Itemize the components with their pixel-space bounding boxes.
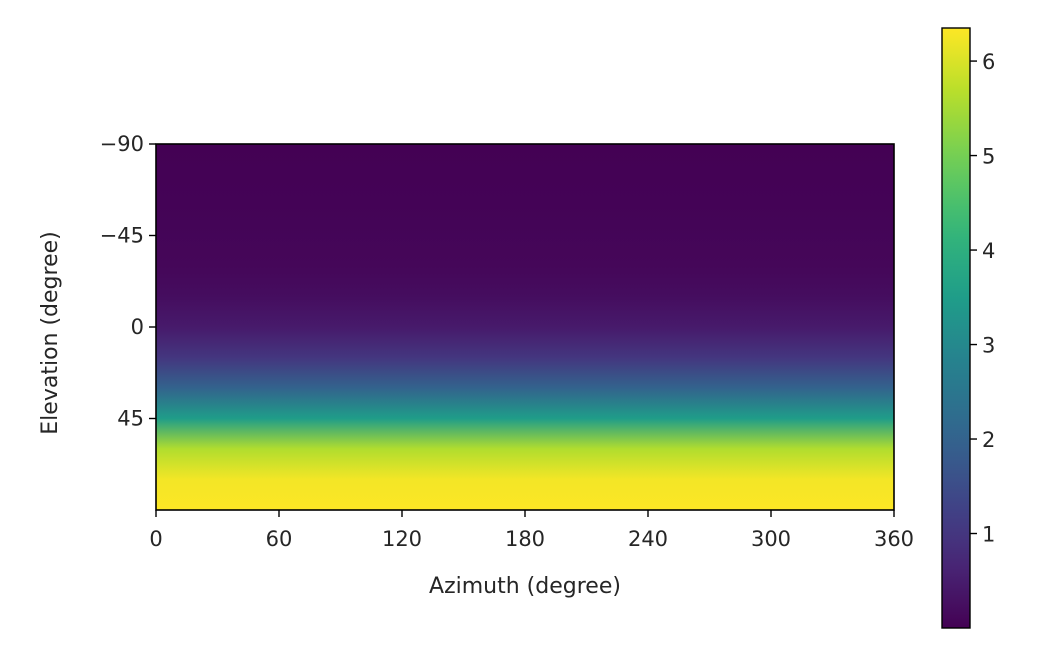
x-axis: 0 60 120 180 240 300 360	[149, 510, 914, 551]
heatmap-image	[156, 144, 894, 510]
colorbar: 1 2 3 4 5 6	[941, 27, 995, 629]
y-tick-label: 45	[117, 407, 144, 431]
y-tick-label: 0	[131, 315, 144, 339]
colorbar-tick-label: 2	[982, 428, 995, 452]
y-tick-label: −45	[100, 224, 144, 248]
y-axis-label: Elevation (degree)	[38, 231, 63, 434]
y-axis: −90 −45 0 45	[100, 132, 156, 431]
x-axis-label: Azimuth (degree)	[429, 574, 621, 599]
plot-area	[155, 143, 895, 511]
x-tick-label: 60	[266, 527, 293, 551]
colorbar-scale	[941, 27, 971, 629]
colorbar-tick-label: 3	[982, 334, 995, 358]
colorbar-tick-label: 6	[982, 50, 995, 74]
colorbar-tick-label: 1	[982, 523, 995, 547]
colorbar-tick-label: 4	[982, 239, 995, 263]
colorbar-tick-label: 5	[982, 145, 995, 169]
x-tick-label: 180	[505, 527, 545, 551]
x-tick-label: 360	[874, 527, 914, 551]
x-tick-label: 300	[751, 527, 791, 551]
y-tick-label: −90	[100, 132, 144, 156]
x-tick-label: 120	[382, 527, 422, 551]
x-tick-label: 0	[149, 527, 162, 551]
x-tick-label: 240	[628, 527, 668, 551]
